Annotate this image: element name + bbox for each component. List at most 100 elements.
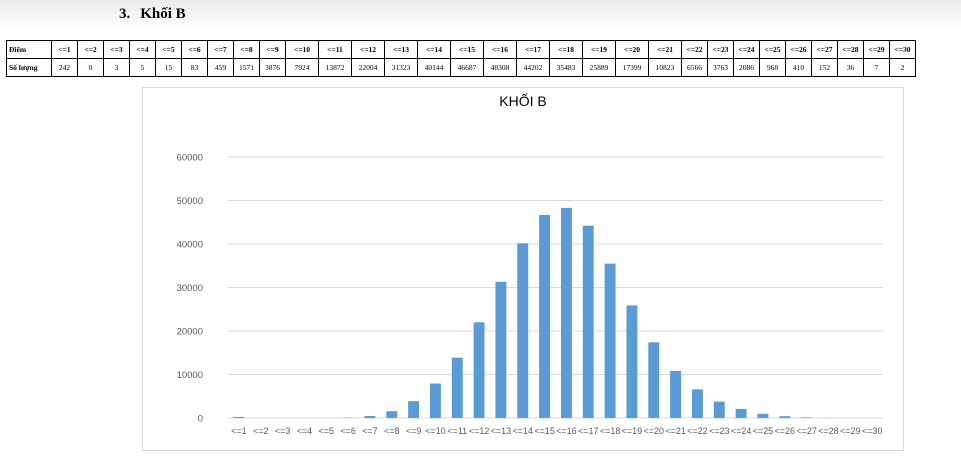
table-header-cell: <=23 bbox=[707, 40, 734, 59]
table-count-cell: 83 bbox=[181, 58, 208, 77]
bar bbox=[408, 401, 420, 418]
score-distribution-table: Điểm <=1 <=2 <=3 <=4 <=5 <=6 <=7 <=8 <=9 <=10 <=11… bbox=[6, 40, 916, 77]
x-tick-label: <=1 bbox=[231, 426, 247, 436]
bar bbox=[779, 416, 791, 418]
table-count-cell: 0 bbox=[77, 58, 104, 77]
y-tick-label: 40000 bbox=[177, 240, 203, 251]
table-header-row: Điểm <=1 <=2 <=3 <=4 <=5 <=6 <=7 <=8 <=9 <=10 <=11… bbox=[6, 40, 916, 59]
table-header-cell: <=13 bbox=[384, 40, 418, 59]
x-tick-label: <=16 bbox=[556, 426, 577, 436]
x-tick-label: <=15 bbox=[534, 426, 555, 436]
x-tick-label: <=25 bbox=[753, 426, 774, 436]
bar bbox=[801, 417, 813, 418]
x-tick-label: <=21 bbox=[665, 426, 686, 436]
y-tick-label: 60000 bbox=[177, 153, 203, 164]
x-tick-label: <=10 bbox=[425, 426, 446, 436]
bar bbox=[364, 416, 376, 418]
y-tick-label: 20000 bbox=[177, 327, 203, 338]
table-count-cell: 3876 bbox=[259, 58, 286, 77]
table-header-cell: <=24 bbox=[733, 40, 760, 59]
x-tick-label: <=5 bbox=[318, 426, 334, 436]
bar bbox=[648, 342, 660, 418]
section-title: Khối B bbox=[140, 6, 186, 22]
table-count-cell: 5 bbox=[129, 58, 156, 77]
x-tick-label: <=29 bbox=[840, 426, 861, 436]
table-count-cell: 7924 bbox=[285, 58, 319, 77]
x-tick-label: <=11 bbox=[447, 426, 467, 436]
table-count-cell: 25889 bbox=[582, 58, 616, 77]
x-tick-label: <=7 bbox=[362, 426, 378, 436]
bar bbox=[713, 401, 725, 418]
table-header-cell: <=10 bbox=[285, 40, 319, 59]
table-count-cell: 2 bbox=[889, 58, 916, 77]
table-count-cell: 35483 bbox=[549, 58, 583, 77]
table-count-cell: 2086 bbox=[733, 58, 760, 77]
bar bbox=[451, 357, 463, 418]
x-tick-label: <=13 bbox=[491, 426, 512, 436]
bar bbox=[539, 214, 551, 418]
bar bbox=[691, 389, 703, 418]
section-heading: 3. Khối B bbox=[119, 6, 186, 23]
table-header-cell: <=21 bbox=[648, 40, 682, 59]
table-count-cell: 1571 bbox=[233, 58, 260, 77]
row-label-diem: Điểm bbox=[6, 40, 52, 59]
table-count-cell: 48308 bbox=[483, 58, 517, 77]
x-tick-label: <=20 bbox=[643, 426, 664, 436]
table-header-cell: <=25 bbox=[759, 40, 786, 59]
table-header-cell: <=28 bbox=[837, 40, 864, 59]
y-tick-label: 10000 bbox=[177, 370, 203, 381]
x-tick-label: <=27 bbox=[796, 426, 817, 436]
table-header-cell: <=8 bbox=[233, 40, 260, 59]
table-header-cell: <=16 bbox=[483, 40, 517, 59]
bar bbox=[386, 411, 398, 418]
bar bbox=[495, 281, 507, 418]
table-count-cell: 22004 bbox=[351, 58, 385, 77]
table-header-cell: <=29 bbox=[863, 40, 890, 59]
table-count-cell: 152 bbox=[811, 58, 838, 77]
bar bbox=[670, 370, 682, 418]
y-tick-labels: 0 10000 20000 30000 40000 50000 60000 bbox=[177, 153, 203, 425]
table-count-cell: 242 bbox=[51, 58, 78, 77]
row-label-so-luong: Số lượng bbox=[6, 58, 52, 77]
table-count-cell: 36 bbox=[837, 58, 864, 77]
table-header-cell: <=11 bbox=[318, 40, 352, 59]
table-count-row: Số lượng 242 0 3 5 15 83 459 1571 3876 7924 13872 2… bbox=[6, 58, 916, 77]
bar bbox=[735, 408, 747, 418]
x-tick-label: <=28 bbox=[818, 426, 839, 436]
table-header-cell: <=1 bbox=[51, 40, 78, 59]
table-header-cell: <=19 bbox=[582, 40, 616, 59]
x-tick-label: <=26 bbox=[774, 426, 795, 436]
bar bbox=[429, 383, 441, 418]
x-tick-label: <=6 bbox=[340, 426, 356, 436]
bar bbox=[604, 263, 616, 418]
bar bbox=[560, 207, 572, 418]
bar-chart: KHỐI B 0 10000 20000 30000 40000 50000 60000 <… bbox=[177, 92, 883, 436]
x-tick-label: <=23 bbox=[709, 426, 730, 436]
chart-title: KHỐI B bbox=[499, 92, 546, 109]
table-count-cell: 15 bbox=[155, 58, 182, 77]
table-count-cell: 410 bbox=[785, 58, 812, 77]
table-count-cell: 17399 bbox=[615, 58, 649, 77]
bar bbox=[233, 416, 245, 418]
table-header-cell: <=15 bbox=[450, 40, 484, 59]
table-header-cell: <=30 bbox=[889, 40, 916, 59]
table-count-cell: 3763 bbox=[707, 58, 734, 77]
x-tick-label: <=30 bbox=[862, 426, 883, 436]
y-tick-label: 30000 bbox=[177, 283, 203, 294]
table-count-cell: 6566 bbox=[681, 58, 708, 77]
table-count-cell: 44202 bbox=[516, 58, 550, 77]
bar bbox=[757, 413, 769, 418]
table-header-cell: <=27 bbox=[811, 40, 838, 59]
table-count-cell: 968 bbox=[759, 58, 786, 77]
y-tick-label: 0 bbox=[198, 414, 203, 425]
y-tick-label: 50000 bbox=[177, 196, 203, 207]
bars bbox=[233, 207, 878, 418]
x-tick-labels: <=1 <=2 <=3 <=4 <=5 <=6 <=7 <=8 <=9 <=10 <=11 <=12 <… bbox=[231, 426, 882, 436]
x-tick-label: <=3 bbox=[275, 426, 291, 436]
table-count-cell: 46687 bbox=[450, 58, 484, 77]
table-count-cell: 7 bbox=[863, 58, 890, 77]
x-tick-label: <=18 bbox=[600, 426, 621, 436]
chart-area: KHỐI B 0 10000 20000 30000 40000 50000 60000 <… bbox=[142, 87, 904, 451]
bar bbox=[517, 243, 529, 418]
table-header-cell: <=26 bbox=[785, 40, 812, 59]
